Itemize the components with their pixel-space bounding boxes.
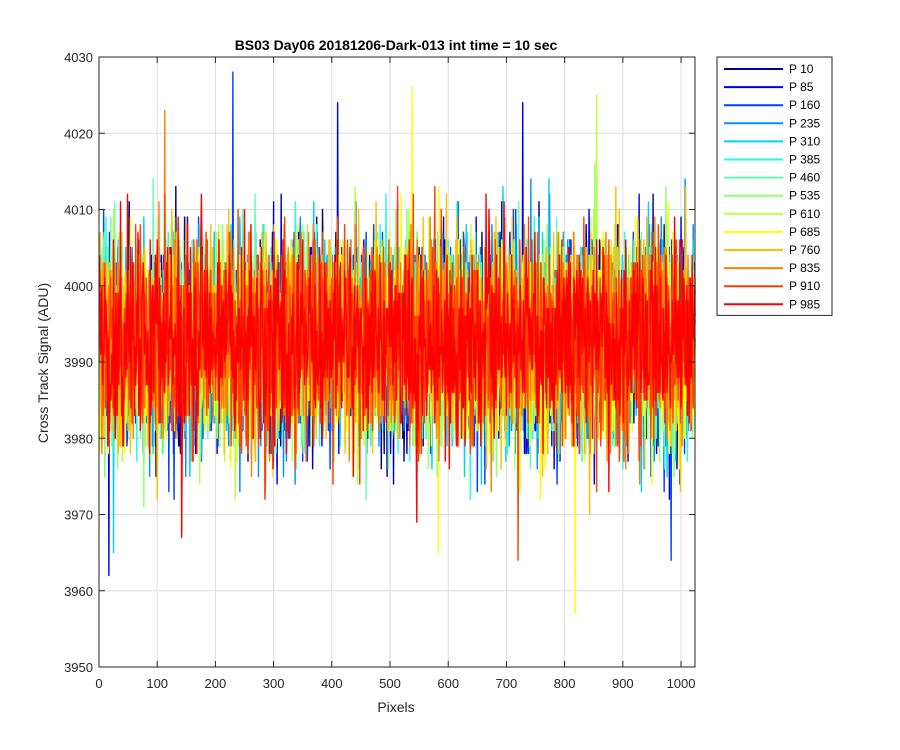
legend-entry: P 760	[789, 243, 820, 257]
legend-entry: P 685	[789, 225, 820, 239]
legend-entry: P 310	[789, 134, 820, 148]
legend-entry: P 535	[789, 189, 820, 203]
x-axis-label: Pixels	[377, 699, 414, 715]
y-axis: 3950 3960 3970 3980 3990 4000 4010 4020 4030	[64, 50, 695, 675]
legend-entry: P 235	[789, 116, 820, 130]
x-tick-label: 600	[437, 676, 459, 691]
legend-entry: P 835	[789, 261, 820, 275]
legend-entry: P 160	[789, 98, 820, 112]
y-tick-label: 4020	[64, 126, 93, 141]
legend: P 10 P 85 P 160 P 235 P 310 P 385 P 460 P 535 P …	[716, 56, 833, 316]
legend-box	[716, 56, 833, 316]
legend-entry: P 385	[789, 153, 820, 167]
y-tick-label: 4000	[64, 279, 93, 294]
x-tick-label: 800	[554, 676, 576, 691]
x-axis: 0 100 200 300 400 500 600 700 800 900 1000	[95, 57, 695, 691]
y-tick-label: 3980	[64, 431, 93, 446]
legend-entry: P 10	[789, 62, 814, 76]
legend-entry: P 985	[789, 297, 820, 311]
y-tick-label: 3950	[64, 660, 93, 675]
y-tick-label: 4010	[64, 203, 93, 218]
chart-title: BS03 Day06 20181206-Dark-013 int time = …	[235, 37, 558, 53]
x-tick-label: 500	[379, 676, 401, 691]
y-axis-label: Cross Track Signal (ADU)	[35, 283, 51, 443]
y-tick-label: 3970	[64, 508, 93, 523]
y-tick-label: 4030	[64, 50, 93, 65]
x-tick-label: 100	[146, 676, 168, 691]
legend-entry: P 460	[789, 171, 820, 185]
x-tick-label: 200	[205, 676, 227, 691]
series-lines	[98, 71, 696, 615]
y-tick-label: 3990	[64, 355, 93, 370]
x-tick-label: 400	[321, 676, 343, 691]
legend-entry: P 910	[789, 279, 820, 293]
x-tick-label: 0	[95, 676, 102, 691]
x-tick-label: 1000	[667, 676, 696, 691]
x-tick-label: 300	[263, 676, 285, 691]
series-line-p-985	[98, 193, 696, 539]
x-tick-label: 700	[496, 676, 518, 691]
legend-entry: P 85	[789, 80, 814, 94]
y-tick-label: 3960	[64, 584, 93, 599]
x-tick-label: 900	[612, 676, 634, 691]
legend-entry: P 610	[789, 207, 820, 221]
